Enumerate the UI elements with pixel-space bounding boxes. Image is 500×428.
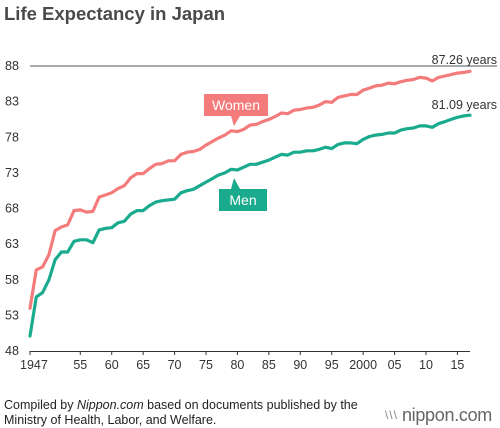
brand-mark-icon: \\\ (384, 408, 398, 422)
y-tick-label: 63 (5, 237, 19, 251)
series-line-men (28, 113, 472, 338)
y-tick-label: 73 (5, 166, 19, 180)
source-suffix: based on documents published by the Mini… (4, 398, 358, 427)
brand-logo: \\\ nippon.com (385, 405, 492, 426)
source-site: Nippon.com (76, 398, 144, 412)
series-line-women (28, 69, 472, 310)
x-tick-label: 90 (293, 358, 307, 372)
line-chart: 48 53 58 63 68 73 78 83 88 1947 55 60 65 70 75 80 85 90 95… (5, 53, 497, 372)
y-tick-label: 78 (5, 130, 19, 144)
x-tick-label: 95 (325, 358, 339, 372)
series-label-pointer (231, 116, 240, 126)
series-label-men: Men (229, 192, 256, 208)
source-note: Compiled by Nippon.com based on document… (4, 398, 404, 428)
x-tick-label: 15 (450, 358, 464, 372)
x-tick-label: 75 (199, 358, 213, 372)
y-tick-label: 68 (5, 202, 19, 216)
y-tick-label: 88 (5, 59, 19, 73)
y-tick-label: 58 (5, 273, 19, 287)
x-tick-label: 85 (262, 358, 276, 372)
x-tick-label: 2000 (349, 358, 377, 372)
series-label-box (204, 94, 268, 116)
series-label-women: Women (212, 97, 260, 113)
y-tick-label: 83 (5, 95, 19, 109)
source-prefix: Compiled by (4, 398, 77, 412)
x-tick-label: 65 (136, 358, 150, 372)
y-tick-label: 48 (5, 344, 19, 358)
x-tick-label: 60 (105, 358, 119, 372)
x-tick-label: 80 (230, 358, 244, 372)
x-tick-label: 1947 (20, 358, 48, 372)
series-label-pointer (231, 178, 240, 189)
y-tick-label: 53 (5, 308, 19, 322)
end-value-label-women: 87.26 years (432, 53, 497, 67)
series-label-box (219, 189, 267, 211)
x-tick-label: 55 (73, 358, 87, 372)
brand-name: nippon.com (401, 405, 492, 425)
x-tick-label: 10 (419, 358, 433, 372)
chart-title: Life Expectancy in Japan (4, 3, 226, 24)
x-tick-label: 05 (388, 358, 402, 372)
end-value-label-men: 81.09 years (432, 98, 497, 112)
x-tick-label: 70 (168, 358, 182, 372)
